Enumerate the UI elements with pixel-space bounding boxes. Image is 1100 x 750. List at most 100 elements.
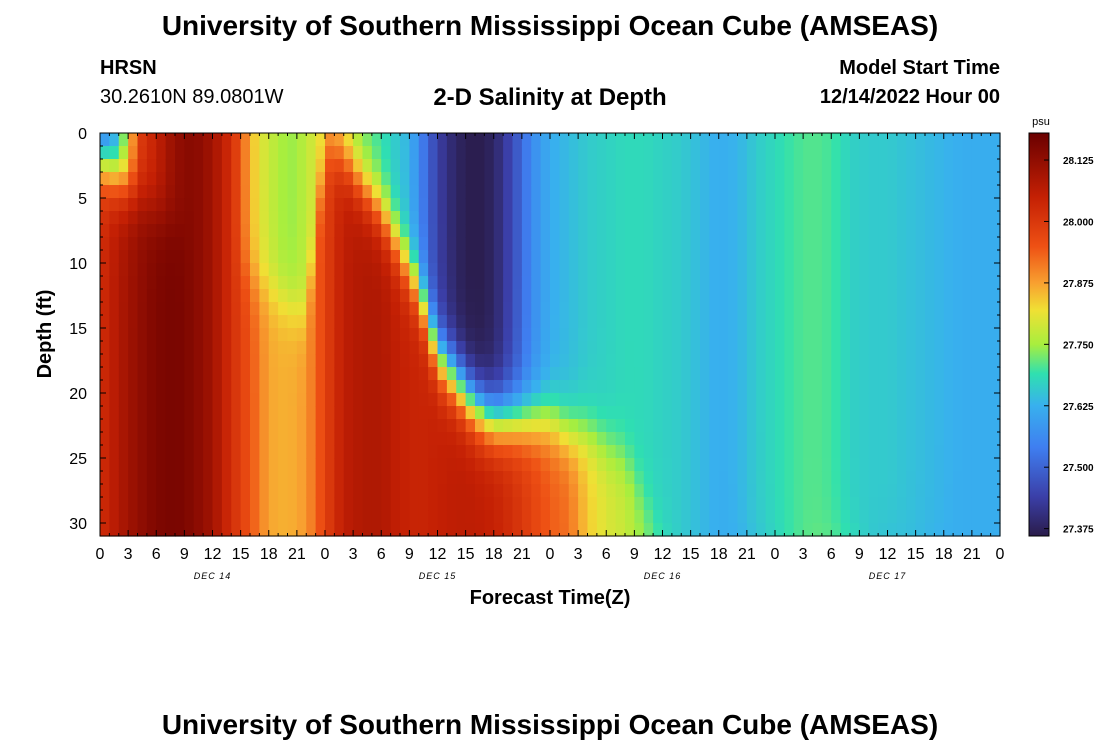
heatmap-cell (587, 133, 598, 147)
heatmap-cell (606, 250, 617, 264)
heatmap-cell (887, 445, 898, 459)
heatmap-cell (821, 224, 832, 238)
heatmap-cell (428, 367, 439, 381)
heatmap-cell (662, 328, 673, 342)
heatmap-cell (137, 146, 148, 160)
heatmap-cell (531, 185, 542, 199)
heatmap-cell (859, 510, 870, 524)
heatmap-cell (990, 341, 1001, 355)
heatmap-cell (128, 497, 139, 511)
heatmap-cell (971, 133, 982, 147)
heatmap-cell (578, 354, 589, 368)
heatmap-cell (446, 523, 457, 537)
heatmap-cell (906, 276, 917, 290)
colorbar-tick-label: 27.625 (1063, 402, 1094, 413)
heatmap-cell (175, 380, 185, 394)
heatmap-cell (700, 224, 710, 238)
heatmap-cell (362, 146, 373, 160)
heatmap-cell (831, 367, 842, 381)
heatmap-cell (840, 146, 851, 160)
heatmap-cell (746, 380, 757, 394)
heatmap-cell (775, 445, 785, 459)
heatmap-cell (287, 146, 298, 160)
heatmap-cell (465, 315, 476, 329)
heatmap-cell (850, 393, 860, 407)
heatmap-cell (934, 172, 945, 186)
heatmap-cell (409, 211, 420, 225)
heatmap-cell (418, 497, 429, 511)
heatmap-cell (428, 198, 439, 212)
heatmap-cell (728, 510, 739, 524)
heatmap-cell (296, 133, 307, 147)
heatmap-cell (728, 237, 739, 251)
heatmap-cell (971, 328, 982, 342)
heatmap-cell (690, 237, 701, 251)
heatmap-cell (559, 419, 570, 433)
heatmap-cell (146, 471, 157, 485)
heatmap-cell (493, 380, 504, 394)
heatmap-cell (428, 484, 439, 498)
heatmap-cell (100, 406, 110, 420)
heatmap-cell (193, 523, 204, 537)
heatmap-cell (831, 198, 842, 212)
heatmap-cell (681, 185, 692, 199)
heatmap-cell (240, 250, 251, 264)
x-tick-label: 18 (260, 546, 278, 563)
heatmap-cell (540, 484, 551, 498)
heatmap-cell (109, 497, 120, 511)
heatmap-cell (615, 250, 626, 264)
heatmap-cell (925, 354, 935, 368)
heatmap-cell (746, 198, 757, 212)
heatmap-cell (268, 315, 279, 329)
heatmap-cell (400, 289, 410, 303)
heatmap-cell (709, 185, 720, 199)
heatmap-cell (353, 250, 364, 264)
heatmap-cell (109, 432, 120, 446)
heatmap-cell (615, 341, 626, 355)
heatmap-cell (146, 406, 157, 420)
heatmap-cell (653, 341, 664, 355)
heatmap-cell (728, 172, 739, 186)
heatmap-cell (737, 133, 748, 147)
heatmap-cell (962, 445, 973, 459)
heatmap-cell (831, 133, 842, 147)
heatmap-cell (990, 432, 1001, 446)
heatmap-cell (793, 367, 804, 381)
heatmap-cell (840, 276, 851, 290)
heatmap-cell (203, 159, 214, 173)
heatmap-cell (671, 445, 682, 459)
heatmap-cell (325, 237, 335, 251)
heatmap-cell (718, 484, 729, 498)
heatmap-cell (615, 146, 626, 160)
heatmap-cell (887, 393, 898, 407)
heatmap-cell (128, 185, 139, 199)
heatmap-cell (896, 289, 907, 303)
heatmap-cell (278, 497, 289, 511)
heatmap-cell (493, 367, 504, 381)
heatmap-cell (962, 159, 973, 173)
heatmap-cell (100, 341, 110, 355)
heatmap-cell (287, 315, 298, 329)
heatmap-cell (550, 510, 560, 524)
heatmap-cell (831, 250, 842, 264)
heatmap-cell (662, 341, 673, 355)
heatmap-cell (784, 133, 795, 147)
heatmap-cell (578, 523, 589, 537)
heatmap-cell (306, 341, 317, 355)
heatmap-cell (503, 406, 514, 420)
heatmap-cell (250, 198, 260, 212)
heatmap-cell (475, 445, 485, 459)
heatmap-cell (325, 497, 335, 511)
heatmap-cell (353, 471, 364, 485)
heatmap-cell (653, 237, 664, 251)
heatmap-cell (878, 458, 889, 472)
heatmap-cell (981, 250, 992, 264)
heatmap-cell (718, 315, 729, 329)
heatmap-cell (662, 198, 673, 212)
heatmap-cell (146, 419, 157, 433)
heatmap-cell (418, 172, 429, 186)
heatmap-cell (475, 393, 485, 407)
heatmap-cell (165, 432, 176, 446)
heatmap-cell (690, 497, 701, 511)
heatmap-cell (325, 289, 335, 303)
